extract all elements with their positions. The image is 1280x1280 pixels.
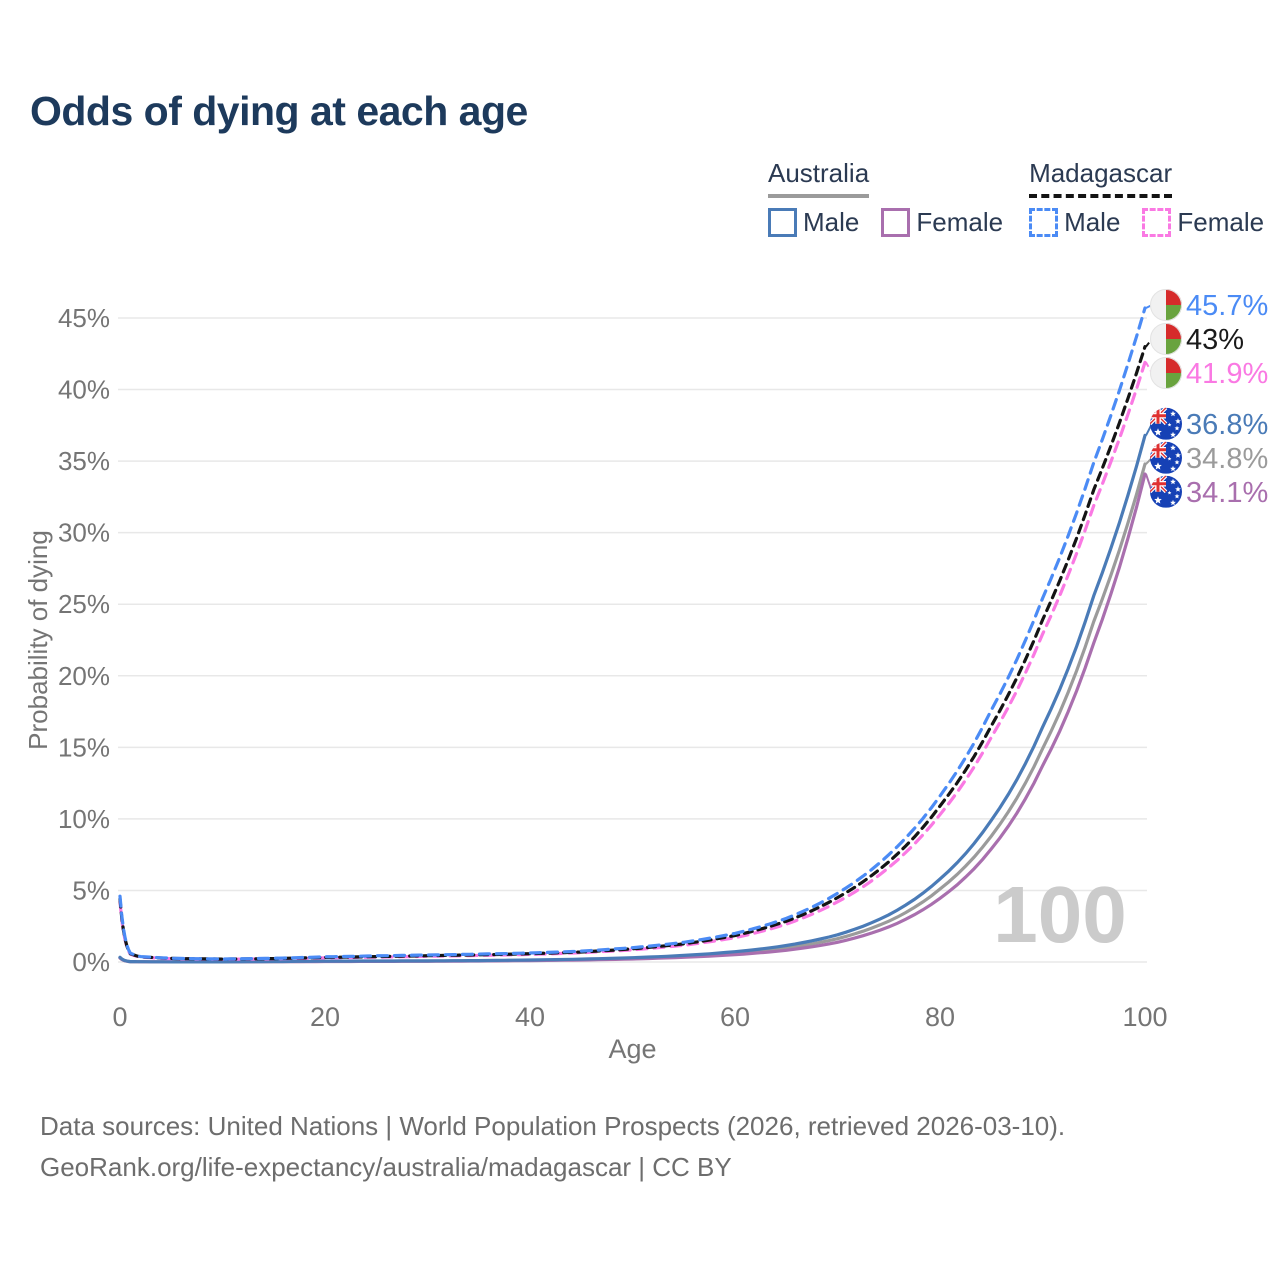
legend-items-australia: Male Female [768,207,1003,238]
legend-title-madagascar[interactable]: Madagascar [1029,158,1173,198]
x-tick-label: 20 [310,1002,340,1032]
y-tick-label: 45% [58,303,110,333]
madagascar-flag-icon [1150,323,1182,355]
legend-label-madagascar-male: Male [1064,207,1121,237]
series-line-madagascar-male[interactable] [118,306,1147,961]
x-tick-label: 80 [925,1002,955,1032]
legend-label-australia-female: Female [916,207,1004,237]
series-lines [118,306,1147,964]
legend-group-australia: Australia Male Female [768,158,1003,238]
page-title: Odds of dying at each age [30,88,528,134]
x-tick-label: 0 [112,1002,127,1032]
end-label-madagascar-female: 41.9% [1186,358,1268,390]
legend-item-madagascar-male[interactable]: Male [1029,207,1120,238]
legend-swatch-australia-female [881,208,911,237]
y-tick-label: 40% [58,375,110,405]
x-axis-title: Age [608,1034,656,1064]
y-tick-label: 10% [58,804,110,834]
madagascar-flag-icon [1150,357,1182,389]
legend-label-australia-male: Male [803,207,860,237]
age-watermark: 100 [993,870,1126,959]
series-line-australia-male[interactable] [118,433,1147,964]
x-tick-label: 40 [515,1002,545,1032]
y-tick-label: 5% [72,875,110,905]
series-line-australia-both[interactable] [118,462,1147,964]
gridlines: 0% 5% 10% 15% 20% 25% 30% 35% 40% 45% 0 20 40 60 80 100 [58,303,1168,1032]
end-label-australia-female: 34.1% [1186,477,1268,509]
y-tick-label: 15% [58,732,110,762]
australia-flag-icon [1150,441,1182,474]
legend-swatch-australia-male [768,208,797,237]
y-axis-title: Probability of dying [23,530,53,750]
legend-title-australia[interactable]: Australia [768,158,870,198]
y-tick-label: 30% [58,518,110,548]
y-tick-label: 35% [58,446,110,476]
legend-item-australia-male[interactable]: Male [768,207,859,238]
legend-item-madagascar-female[interactable]: Female [1142,207,1264,238]
y-tick-label: 20% [58,661,110,691]
legend-swatch-madagascar-female [1142,208,1172,237]
end-label-australia-both: 34.8% [1186,443,1268,475]
legend-label-madagascar-female: Female [1177,207,1265,237]
end-label-australia-male: 36.8% [1186,409,1268,441]
australia-flag-icon [1150,407,1182,440]
legend: Australia Male Female Madagascar Male [768,158,1264,238]
x-tick-label: 100 [1122,1002,1167,1032]
australia-flag-icon [1150,475,1182,508]
source-attribution: Data sources: United Nations | World Pop… [40,1106,1065,1188]
y-tick-label: 25% [58,589,110,619]
end-label-madagascar-male: 45.7% [1186,290,1268,322]
y-tick-label: 0% [72,947,110,977]
legend-item-australia-female[interactable]: Female [881,207,1003,238]
legend-swatch-madagascar-male [1029,208,1059,237]
end-label-madagascar-both: 43% [1186,324,1244,356]
legend-group-madagascar: Madagascar Male Female [1029,158,1264,238]
series-line-madagascar-female[interactable] [118,360,1147,961]
madagascar-flag-icon [1150,289,1182,321]
series-line-australia-female[interactable] [118,472,1147,964]
x-tick-label: 60 [720,1002,750,1032]
series-line-madagascar-both[interactable] [118,345,1147,961]
legend-items-madagascar: Male Female [1029,207,1264,238]
license-line: GeoRank.org/life-expectancy/australia/ma… [40,1152,732,1182]
end-labels: 45.7%43%41.9% 36.8%34.8%34.1% [1145,289,1268,509]
source-line: Data sources: United Nations | World Pop… [40,1111,1066,1141]
